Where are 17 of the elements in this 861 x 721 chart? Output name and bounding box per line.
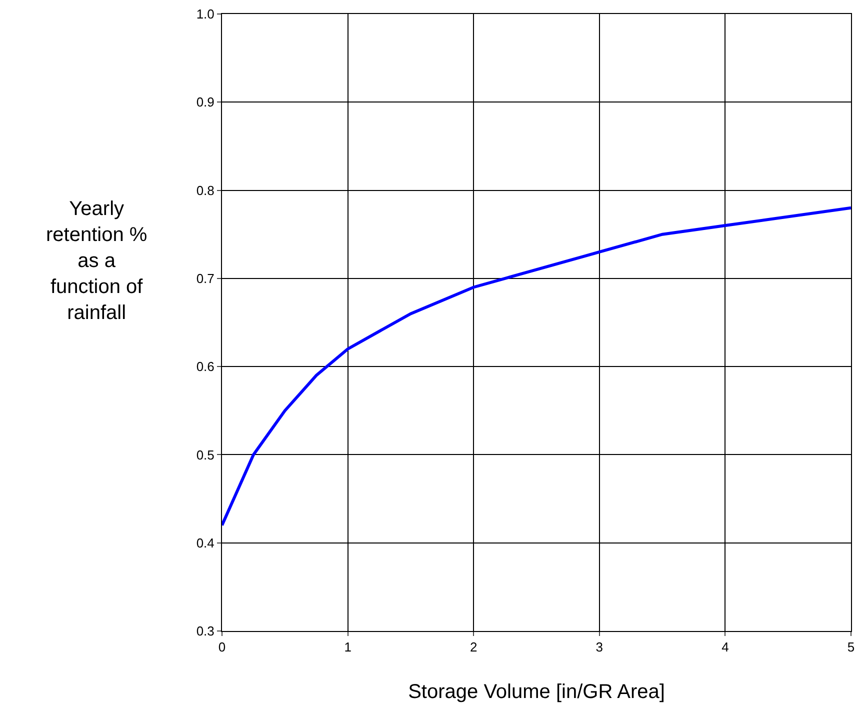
y-tick-label: 0.3 xyxy=(196,624,214,639)
x-axis-title: Storage Volume [in/GR Area] xyxy=(408,681,665,704)
y-tick-label: 1.0 xyxy=(196,6,214,22)
x-tick-label: 1 xyxy=(344,640,352,655)
x-tick-label: 0 xyxy=(218,640,226,655)
y-axis-title: Yearly retention % as a function of rainfall xyxy=(46,198,148,324)
x-tick-label: 4 xyxy=(722,640,729,655)
y-tick-label: 0.6 xyxy=(196,359,214,374)
x-tick-label: 3 xyxy=(596,640,604,655)
y-tick-label: 0.7 xyxy=(196,270,214,286)
line-series xyxy=(222,206,851,527)
y-tick-label: 0.8 xyxy=(196,182,214,198)
y-tick-label: 0.9 xyxy=(196,94,214,110)
y-tick-label: 0.4 xyxy=(196,535,214,550)
x-tick-label: 5 xyxy=(847,640,855,655)
x-tick-label: 2 xyxy=(470,640,478,655)
y-tick-label: 0.5 xyxy=(196,447,214,462)
